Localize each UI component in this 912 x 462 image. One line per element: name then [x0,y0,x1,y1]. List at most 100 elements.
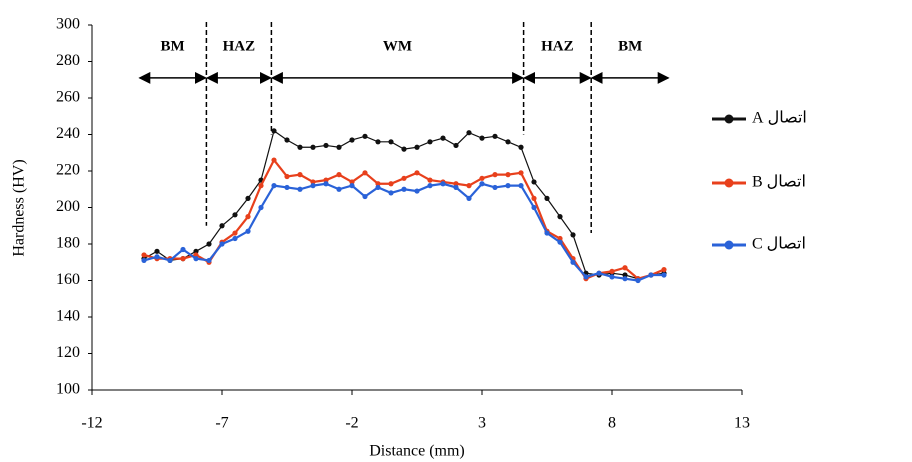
data-point [271,183,277,189]
data-point [284,173,290,180]
series-line [143,129,665,280]
data-point [414,188,420,194]
x-tick-label: -12 [81,415,102,432]
data-point [531,204,537,211]
data-point [518,170,524,176]
data-point [557,235,563,242]
data-point [362,193,368,200]
data-point [492,172,498,178]
data-point [622,276,628,282]
data-point [427,183,433,189]
legend-label: اتصال C [752,236,806,253]
data-point [440,135,446,141]
data-point [219,223,225,229]
data-point [193,248,199,254]
data-point [479,181,485,187]
data-point [466,183,472,189]
data-point [492,184,498,191]
legend-marker [724,178,734,188]
data-point [193,252,199,258]
data-point [518,144,524,150]
data-point [336,172,342,178]
data-point [232,235,238,242]
data-point [440,181,446,187]
data-point [362,170,368,176]
data-point [258,204,264,211]
data-point [505,172,511,178]
data-point [518,183,524,189]
data-point [401,175,407,181]
data-point [258,183,264,189]
data-point [479,135,485,141]
x-tick-label: 8 [608,415,616,432]
y-tick-label: 140 [56,308,80,325]
y-tick-label: 280 [56,52,80,69]
data-point [466,130,472,136]
legend-marker [724,114,734,124]
y-tick-label: 200 [56,198,80,215]
data-point [505,183,511,189]
x-axis-title: Distance (mm) [369,443,465,460]
data-point [284,184,290,191]
data-point [388,139,394,145]
data-point [349,137,355,143]
data-point [635,277,641,284]
data-point [206,241,212,247]
data-point [414,170,420,176]
data-point [609,268,615,274]
region-label: BM [618,38,642,54]
data-point [609,274,615,280]
data-point [193,256,199,262]
data-point [427,177,433,183]
data-point [570,259,576,265]
data-point [388,181,394,187]
data-point [648,272,654,278]
data-point [466,195,472,201]
data-point [336,186,342,192]
y-tick-label: 220 [56,162,80,179]
x-tick-label: -2 [345,415,358,432]
y-tick-label: 300 [56,16,80,33]
data-point [310,179,316,185]
data-point [479,175,485,181]
data-point [245,214,251,220]
data-point [453,181,459,187]
data-point [388,190,394,196]
data-point [453,142,459,149]
data-point [297,144,303,150]
data-point [414,144,420,150]
data-point [141,257,147,264]
data-point [323,181,329,187]
data-point [349,179,355,185]
data-point [310,183,316,189]
data-point [596,270,602,276]
data-point [297,172,303,178]
data-point [661,272,667,278]
data-point [284,137,290,143]
data-point [154,254,160,260]
data-point [531,195,537,201]
data-point [232,212,238,218]
data-point [557,239,563,245]
legend-marker [724,240,734,250]
data-point [180,256,186,262]
data-point [141,252,147,258]
data-point [245,195,251,201]
data-point [310,144,316,150]
data-point [167,257,173,264]
data-point [297,186,303,192]
data-point [219,241,225,247]
data-point [375,184,381,191]
data-point [427,139,433,145]
y-axis-title: Hardness (HV) [11,159,28,256]
data-point [323,177,329,183]
data-point [362,133,368,139]
data-point [622,272,628,278]
y-tick-label: 100 [56,381,80,398]
x-tick-label: -7 [215,415,228,432]
data-point [492,133,498,139]
data-point [375,139,381,145]
legend-label: اتصال B [752,174,806,191]
data-point [544,230,550,236]
